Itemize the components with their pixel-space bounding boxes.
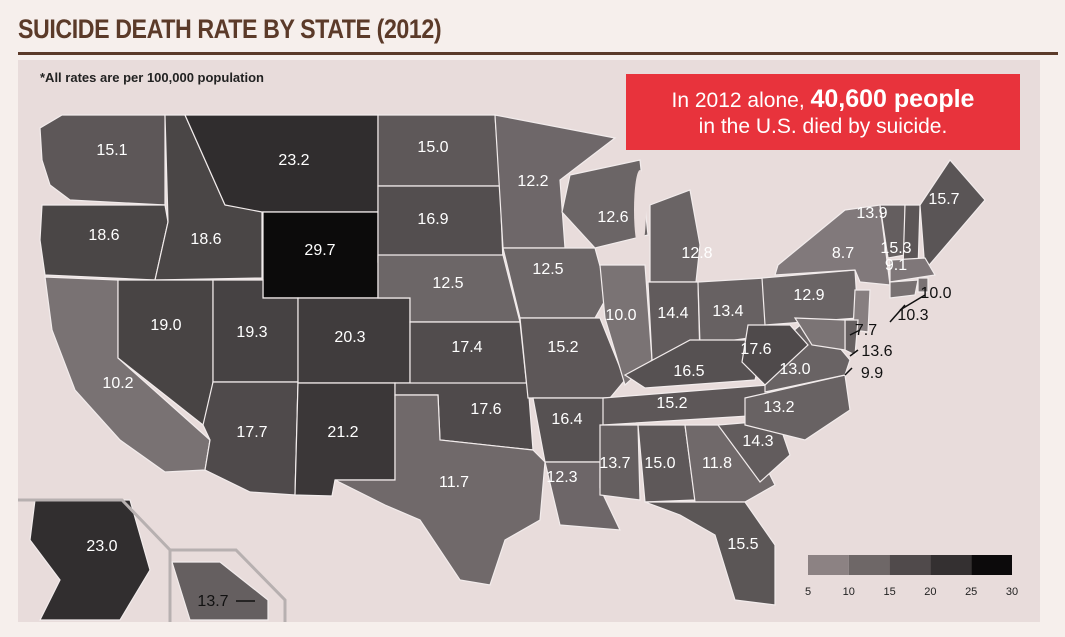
- state-label-ms: 13.7: [599, 455, 630, 472]
- lake-huron: [702, 215, 718, 275]
- state-wv: [741, 324, 809, 386]
- state-label-ar: 16.4: [551, 411, 582, 428]
- state-label-ne: 12.5: [432, 275, 463, 292]
- state-label-me: 15.7: [928, 191, 959, 208]
- state-label-hi: 13.7: [197, 593, 228, 610]
- state-label-wi: 12.6: [597, 209, 628, 226]
- state-label-pa: 12.9: [793, 287, 824, 304]
- state-label-al: 15.0: [644, 455, 675, 472]
- state-ma: [889, 257, 936, 283]
- state-wa: [39, 114, 166, 206]
- state-label-ia: 12.5: [532, 261, 563, 278]
- state-label-il: 10.0: [605, 307, 636, 324]
- callout-prefix: In 2012 alone,: [671, 89, 811, 112]
- leader-line: [844, 367, 853, 376]
- state-md: [793, 317, 846, 351]
- state-ia: [502, 247, 609, 319]
- state-label-md: 9.9: [861, 365, 883, 382]
- state-label-id: 18.6: [190, 231, 221, 248]
- state-label-nd: 15.0: [417, 139, 448, 156]
- state-la: [544, 461, 621, 531]
- state-label-tn: 15.2: [656, 395, 687, 412]
- leader-line: [849, 329, 861, 336]
- legend-tick: 10: [843, 586, 855, 598]
- state-label-co: 20.3: [334, 329, 365, 346]
- legend-tick: 15: [883, 586, 895, 598]
- state-me: [919, 159, 986, 272]
- state-ri: [917, 277, 929, 293]
- state-label-wv: 17.6: [740, 341, 771, 358]
- legend-tick: 25: [965, 586, 977, 598]
- state-ct: [889, 279, 919, 299]
- state-label-nh: 15.3: [880, 240, 911, 257]
- leader-line: [889, 304, 906, 323]
- state-label-ak: 23.0: [86, 538, 117, 555]
- state-fl: [644, 501, 776, 606]
- state-label-mn: 12.2: [517, 173, 548, 190]
- state-label-sd: 16.9: [417, 211, 448, 228]
- state-label-fl: 15.5: [727, 536, 758, 553]
- state-label-mi: 12.8: [681, 245, 712, 262]
- state-label-ma: 9.1: [885, 257, 907, 274]
- legend-tick: 30: [1006, 586, 1018, 598]
- legend-swatch: [889, 555, 931, 575]
- state-label-or: 18.6: [88, 227, 119, 244]
- state-ny: [774, 204, 891, 286]
- state-label-ky: 16.5: [673, 363, 704, 380]
- state-label-az: 17.7: [236, 424, 267, 441]
- state-label-nm: 21.2: [327, 424, 358, 441]
- state-label-sc: 14.3: [742, 433, 773, 450]
- alaska-inset-border: [18, 498, 172, 622]
- page-title: SUICIDE DEATH RATE BY STATE (2012): [18, 14, 442, 44]
- state-label-wa: 15.1: [96, 142, 127, 159]
- leader-line: [849, 349, 859, 357]
- state-label-nv: 19.0: [150, 317, 181, 334]
- legend: 5 10 15 20 25 30: [805, 555, 1018, 598]
- legend-tick: 5: [805, 586, 811, 598]
- state-label-ok: 17.6: [470, 401, 501, 418]
- title-rule: [18, 52, 1058, 55]
- state-label-nj: 7.7: [855, 322, 877, 339]
- callout-banner: In 2012 alone, 40,600 people in the U.S.…: [626, 74, 1020, 150]
- state-ak: [29, 499, 151, 621]
- legend-swatch: [848, 555, 890, 575]
- state-label-va: 13.0: [779, 361, 810, 378]
- state-wi: [561, 159, 649, 249]
- state-label-la: 12.3: [546, 469, 577, 486]
- callout-highlight: 40,600 people: [810, 85, 975, 113]
- state-mo: [519, 317, 626, 399]
- state-label-ny: 8.7: [832, 245, 854, 262]
- state-label-ca: 10.2: [102, 375, 133, 392]
- state-label-ks: 17.4: [451, 339, 482, 356]
- state-label-in: 14.4: [657, 305, 688, 322]
- state-label-mo: 15.2: [547, 339, 578, 356]
- state-label-nc: 13.2: [763, 399, 794, 416]
- state-label-tx: 11.7: [439, 474, 469, 491]
- state-label-ri: 10.0: [920, 285, 951, 302]
- state-ms: [599, 424, 641, 501]
- state-mi: [649, 189, 701, 283]
- leader-line: [899, 294, 926, 311]
- state-label-wy: 29.7: [304, 242, 335, 259]
- state-label-mt: 23.2: [278, 152, 309, 169]
- state-hi: [171, 561, 269, 621]
- legend-swatch: [930, 555, 972, 575]
- state-tx: [334, 394, 546, 586]
- lake-michigan: [634, 170, 646, 250]
- state-ar: [532, 397, 611, 463]
- state-label-vt: 13.9: [856, 205, 887, 222]
- state-label-oh: 13.4: [712, 303, 743, 320]
- state-label-ct: 10.3: [897, 307, 928, 324]
- state-label-de: 13.6: [861, 343, 892, 360]
- callout-line2: in the U.S. died by suicide.: [698, 115, 948, 138]
- state-mn: [494, 114, 617, 249]
- legend-swatch: [971, 555, 1012, 575]
- state-label-ga: 11.8: [702, 455, 732, 472]
- hawaii-inset-border: [170, 548, 287, 622]
- state-label-ut: 19.3: [236, 324, 267, 341]
- footnote: *All rates are per 100,000 population: [40, 70, 264, 85]
- legend-tick: 20: [924, 586, 936, 598]
- legend-swatch: [808, 555, 849, 575]
